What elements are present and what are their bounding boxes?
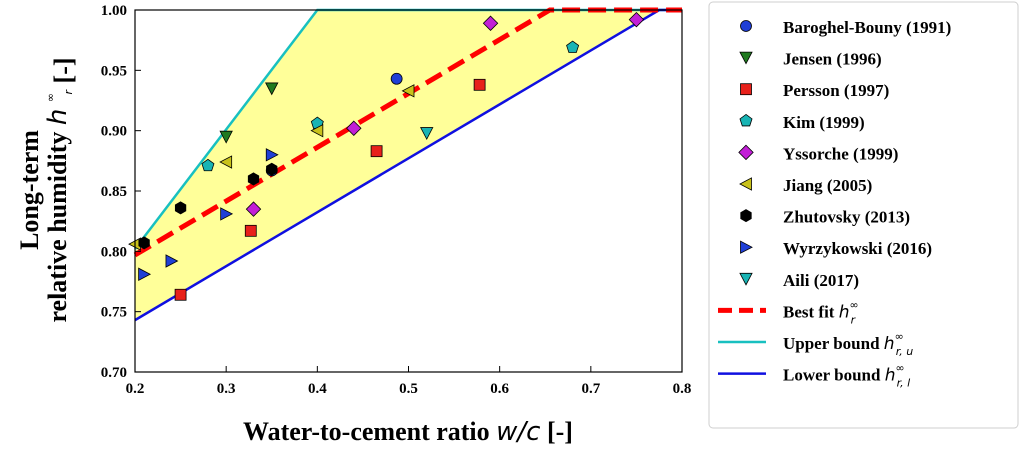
y-axis-sup: ∞ xyxy=(44,93,57,102)
y-axis-sub: r xyxy=(62,88,75,94)
legend-wyrzykowski-2016-marker xyxy=(740,240,753,254)
legend-frame xyxy=(708,1,1019,429)
legend-wyrzykowski-2016-label: Wyrzykowski (2016) xyxy=(783,239,932,258)
x-tick-label: 0.5 xyxy=(399,381,418,397)
y-axis-label-line2: relative humidity h ∞ r [-] xyxy=(31,57,78,322)
legend-yssorche-1999-marker xyxy=(738,144,754,161)
jensen-1996-point xyxy=(265,82,279,96)
legend-yssorche-1999-label: Yssorche (1999) xyxy=(783,144,898,163)
zhutovsky-2013-point xyxy=(138,236,150,250)
y-tick-label: 0.90 xyxy=(101,124,127,140)
x-tick-label: 0.4 xyxy=(308,381,327,397)
yssorche-1999-point xyxy=(245,201,262,217)
y-axis-ticks: 0.70 0.75 0.80 0.85 0.90 0.95 1.00 xyxy=(101,3,141,381)
y-tick-label: 0.70 xyxy=(101,365,127,381)
legend-aili-2017-label: Aili (2017) xyxy=(783,271,859,290)
legend-kim-1999-marker xyxy=(739,113,753,127)
legend-jiang-2005-label: Jiang (2005) xyxy=(783,176,872,195)
legend-upper-bound-label: Upper bound h∞ r, u xyxy=(783,330,913,358)
wyrzykowski-2016-point xyxy=(165,254,179,268)
y-axis-label-text: relative humidity xyxy=(43,132,72,323)
legend-baroghel-bouny-1991-marker xyxy=(740,20,752,32)
legend-zhutovsky-2013-label: Zhutovsky (2013) xyxy=(783,208,910,227)
persson-1997-point xyxy=(244,224,257,237)
y-axis-symbol: h xyxy=(43,109,73,125)
jiang-2005-point xyxy=(310,123,324,138)
x-tick-label: 0.7 xyxy=(581,381,600,397)
x-tick-label: 0.8 xyxy=(673,381,692,397)
x-axis-symbol: w/c xyxy=(496,417,540,447)
plot-area xyxy=(128,7,683,373)
legend-lower-bound-label: Lower bound h∞ r, l xyxy=(783,362,910,390)
persson-1997-point xyxy=(473,78,486,91)
jensen-1996-point xyxy=(219,130,233,144)
y-tick-label: 0.75 xyxy=(101,305,127,321)
zhutovsky-2013-point xyxy=(174,201,187,215)
x-axis-ticks: 0.2 0.3 0.4 0.5 0.6 0.7 0.8 xyxy=(126,366,692,397)
y-axis-unit: [-] xyxy=(49,57,78,83)
y-axis-label-line1: Long-term xyxy=(15,130,44,250)
jiang-2005-point xyxy=(219,155,233,169)
legend-baroghel-bouny-1991-label: Baroghel-Bouny (1991) xyxy=(783,18,951,37)
aili-2017-point xyxy=(420,127,434,140)
yssorche-1999-point xyxy=(482,15,499,31)
wyrzykowski-2016-point xyxy=(220,207,234,221)
zhutovsky-2013-point xyxy=(266,162,278,176)
points-layer xyxy=(128,11,645,301)
legend: Baroghel-Bouny (1991) Jensen (1996) Persso… xyxy=(708,1,1019,429)
y-tick-label: 0.85 xyxy=(101,184,127,200)
kim-1999-point xyxy=(201,158,215,172)
persson-1997-point xyxy=(174,288,187,301)
y-tick-label: 0.95 xyxy=(101,63,127,79)
wyrzykowski-2016-point xyxy=(265,148,279,162)
x-axis-label-text: Water-to-cement ratio xyxy=(243,417,490,446)
x-tick-label: 0.2 xyxy=(126,381,145,397)
legend-aili-2017-marker xyxy=(739,272,753,286)
y-axis-label: Long-term relative humidity h ∞ r [-] xyxy=(15,57,78,322)
x-axis-label: Water-to-cement ratio w/c [-] xyxy=(243,417,573,447)
x-axis-unit: [-] xyxy=(547,417,573,446)
yssorche-1999-point xyxy=(628,11,645,28)
wyrzykowski-2016-point xyxy=(138,267,152,281)
jiang-2005-point xyxy=(401,84,415,98)
feasible-region xyxy=(135,10,682,321)
legend-jiang-2005-marker xyxy=(739,177,752,191)
legend-best-fit-label: Best fit h∞ r xyxy=(783,298,859,326)
legend-persson-1997-marker xyxy=(740,83,752,96)
legend-items: Baroghel-Bouny (1991) Jensen (1996) Persso… xyxy=(718,18,951,390)
legend-persson-1997-label: Persson (1997) xyxy=(783,81,889,100)
y-tick-label: 0.80 xyxy=(101,244,127,260)
legend-jensen-1996-label: Jensen (1996) xyxy=(783,50,882,69)
baroghel-bouny-1991-point xyxy=(390,72,403,85)
legend-jensen-1996-marker xyxy=(739,51,753,65)
zhutovsky-2013-point xyxy=(247,172,260,186)
legend-kim-1999-label: Kim (1999) xyxy=(783,113,865,132)
x-tick-label: 0.6 xyxy=(490,381,509,397)
yssorche-1999-point xyxy=(346,120,362,136)
kim-1999-point xyxy=(566,40,580,53)
legend-zhutovsky-2013-marker xyxy=(740,209,752,223)
persson-1997-point xyxy=(370,145,383,158)
x-tick-label: 0.3 xyxy=(217,381,236,397)
y-tick-label: 1.00 xyxy=(101,3,127,19)
